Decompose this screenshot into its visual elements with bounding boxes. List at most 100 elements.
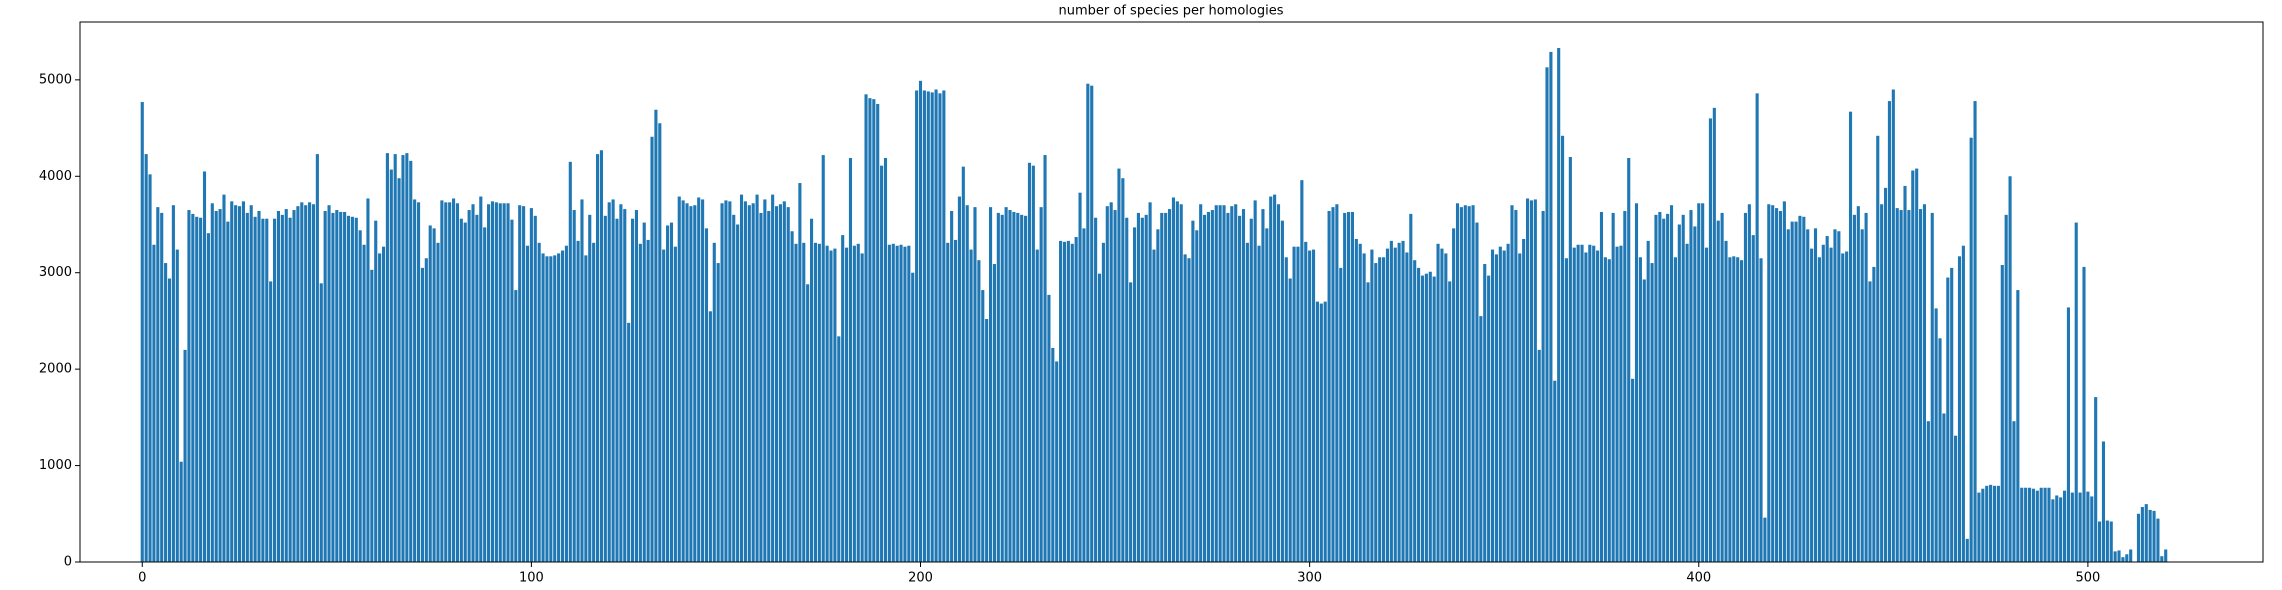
bar — [389, 169, 393, 563]
bar — [1891, 89, 1895, 562]
bar — [1191, 220, 1195, 562]
bar — [1724, 240, 1728, 562]
bar — [1374, 263, 1378, 562]
bar — [1156, 229, 1160, 563]
bar — [685, 203, 689, 563]
bar — [1942, 413, 1946, 562]
bar — [374, 220, 378, 562]
bar — [483, 227, 487, 562]
bar — [771, 194, 775, 562]
bar — [549, 256, 553, 562]
bar — [560, 250, 565, 563]
bar — [1868, 281, 1872, 562]
bar — [471, 204, 475, 562]
bar — [545, 256, 549, 562]
bar — [304, 205, 308, 562]
bar — [1697, 203, 1701, 563]
bar — [580, 199, 584, 562]
bar — [265, 218, 269, 562]
bar — [895, 245, 899, 562]
bar — [860, 253, 864, 562]
bar — [880, 165, 884, 562]
bar — [810, 218, 814, 562]
bar — [284, 209, 288, 563]
bar — [276, 211, 281, 562]
bar — [1311, 249, 1316, 563]
bar — [2066, 307, 2070, 562]
bar — [206, 233, 210, 562]
x-tick-label: 500 — [2075, 571, 2100, 586]
bar — [2090, 496, 2094, 562]
bar — [1564, 258, 1569, 562]
bar — [1187, 258, 1191, 562]
bar — [401, 155, 405, 563]
bar — [1358, 243, 1362, 563]
bar — [926, 91, 930, 562]
bar — [619, 204, 623, 562]
bar — [1047, 294, 1051, 562]
bar — [494, 202, 498, 563]
bar — [1860, 229, 1864, 563]
bar — [1401, 240, 1405, 562]
bar — [981, 290, 985, 562]
bar — [1273, 194, 1277, 562]
bar — [467, 210, 471, 563]
bar — [292, 210, 296, 563]
bar — [1592, 245, 1596, 562]
bar — [1623, 211, 1627, 562]
bar — [1872, 266, 1876, 562]
bar — [210, 203, 214, 563]
bar — [1432, 276, 1436, 562]
bar — [2101, 441, 2106, 562]
bar — [864, 94, 868, 563]
bar — [2000, 265, 2004, 562]
bar — [1950, 267, 1954, 562]
bar — [1448, 281, 1452, 562]
bar — [1253, 200, 1257, 562]
bar — [1136, 212, 1140, 562]
bar — [1619, 245, 1623, 562]
x-tick-label: 0 — [138, 571, 146, 586]
bar — [1825, 236, 1829, 563]
bar — [381, 246, 386, 562]
bar — [1673, 257, 1677, 562]
bar — [1378, 257, 1382, 562]
bar — [1837, 231, 1841, 562]
bar — [646, 239, 650, 562]
bar — [821, 155, 825, 563]
bar — [1113, 210, 1117, 563]
bar — [339, 211, 343, 562]
bar — [1471, 205, 1475, 562]
bar — [187, 210, 191, 563]
bar — [218, 209, 222, 563]
bar — [1129, 282, 1133, 562]
bar — [1841, 253, 1845, 562]
bar — [1296, 246, 1300, 562]
bar — [529, 208, 533, 562]
bar — [1319, 303, 1323, 562]
bar — [736, 224, 740, 562]
bar — [1304, 241, 1308, 562]
bar — [1615, 246, 1619, 562]
bar — [148, 174, 152, 562]
bar — [413, 199, 417, 562]
bar — [961, 166, 965, 562]
bar — [171, 205, 175, 562]
bar — [716, 263, 720, 562]
bar — [856, 243, 860, 563]
bar — [1693, 226, 1697, 562]
bar — [1775, 208, 1779, 562]
bar — [518, 205, 522, 562]
bar — [1000, 214, 1004, 562]
bar — [2121, 557, 2125, 562]
bar — [2043, 487, 2047, 562]
bar — [786, 207, 790, 562]
bar — [1821, 244, 1825, 562]
bar — [969, 249, 973, 563]
bar — [2117, 550, 2121, 562]
bar — [1195, 230, 1199, 563]
bar — [790, 231, 794, 562]
bar — [397, 178, 401, 562]
bar — [1514, 210, 1518, 563]
bar — [1880, 204, 1884, 562]
